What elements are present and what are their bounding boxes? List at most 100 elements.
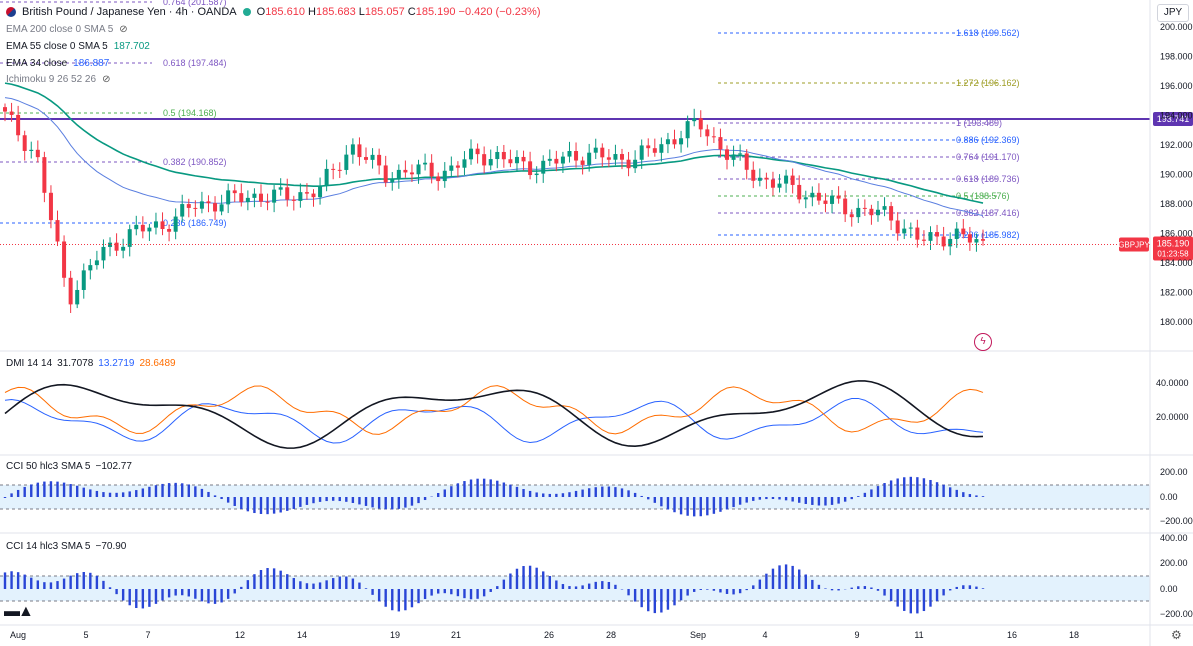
candle-down[interactable] — [521, 156, 526, 162]
candle-down[interactable] — [501, 151, 506, 160]
candle-up[interactable] — [587, 152, 592, 165]
candle-down[interactable] — [337, 169, 342, 171]
candle-down[interactable] — [403, 169, 408, 173]
candle-up[interactable] — [81, 270, 86, 290]
candle-down[interactable] — [981, 239, 985, 241]
candle-up[interactable] — [567, 151, 572, 157]
candle-down[interactable] — [429, 162, 434, 177]
candle-up[interactable] — [875, 209, 880, 216]
candle-down[interactable] — [35, 149, 40, 158]
candle-down[interactable] — [232, 190, 237, 194]
candle-up[interactable] — [757, 177, 762, 181]
candle-up[interactable] — [180, 204, 185, 217]
candle-down[interactable] — [55, 220, 60, 242]
candle-up[interactable] — [928, 232, 933, 241]
candle-down[interactable] — [213, 203, 218, 212]
candle-up[interactable] — [882, 206, 887, 210]
candle-up[interactable] — [134, 224, 139, 230]
candle-down[interactable] — [409, 172, 414, 175]
candle-down[interactable] — [528, 161, 533, 176]
candle-down[interactable] — [836, 195, 841, 199]
candle-down[interactable] — [770, 179, 775, 188]
candle-down[interactable] — [790, 175, 795, 185]
candle-down[interactable] — [967, 234, 972, 243]
candle-down[interactable] — [816, 192, 821, 201]
candle-down[interactable] — [843, 198, 848, 215]
candle-up[interactable] — [856, 207, 861, 218]
candle-down[interactable] — [823, 200, 828, 204]
candle-down[interactable] — [436, 176, 441, 182]
candle-down[interactable] — [554, 158, 559, 164]
candle-down[interactable] — [849, 214, 854, 218]
candle-down[interactable] — [475, 148, 480, 155]
candle-up[interactable] — [127, 229, 132, 247]
ema55-legend[interactable]: EMA 55 close 0 SMA 5 187.702 — [6, 41, 150, 52]
candle-down[interactable] — [114, 242, 119, 251]
candle-up[interactable] — [121, 246, 126, 251]
candle-down[interactable] — [915, 227, 920, 240]
candle-down[interactable] — [482, 154, 487, 166]
candle-down[interactable] — [718, 137, 723, 150]
candle-up[interactable] — [738, 153, 743, 155]
candle-up[interactable] — [803, 197, 808, 200]
candle-down[interactable] — [889, 206, 894, 221]
candle-down[interactable] — [265, 201, 270, 203]
candle-up[interactable] — [514, 156, 519, 164]
candle-down[interactable] — [574, 151, 579, 161]
candle-up[interactable] — [948, 238, 953, 247]
candle-down[interactable] — [869, 208, 874, 216]
cci50-legend[interactable]: CCI 50 hlc3 SMA 5 −102.77 — [6, 461, 132, 472]
candle-up[interactable] — [390, 179, 395, 183]
candle-up[interactable] — [639, 145, 644, 160]
candle-up[interactable] — [94, 260, 99, 266]
candle-up[interactable] — [810, 192, 815, 198]
candle-down[interactable] — [508, 159, 513, 164]
candle-down[interactable] — [331, 168, 336, 170]
candle-down[interactable] — [941, 236, 946, 247]
cci14-legend[interactable]: CCI 14 hlc3 SMA 5 −70.90 — [6, 541, 127, 552]
candle-down[interactable] — [167, 228, 172, 232]
candle-down[interactable] — [186, 204, 191, 208]
candle-down[interactable] — [606, 157, 611, 160]
candle-up[interactable] — [659, 144, 664, 153]
candle-up[interactable] — [593, 147, 598, 153]
eye-hidden-icon[interactable]: ⊘ — [119, 24, 128, 35]
candle-down[interactable] — [705, 129, 710, 137]
candle-up[interactable] — [547, 158, 552, 161]
candle-down[interactable] — [22, 135, 27, 151]
legend-title-row[interactable]: British Pound / Japanese Yen · 4h · OAND… — [6, 6, 540, 18]
currency-selector[interactable]: JPY — [1157, 4, 1189, 22]
candle-up[interactable] — [29, 149, 34, 151]
candle-down[interactable] — [285, 187, 290, 200]
candle-down[interactable] — [62, 241, 67, 278]
candle-up[interactable] — [908, 227, 913, 229]
candle-up[interactable] — [633, 159, 638, 169]
candle-down[interactable] — [48, 192, 53, 221]
candle-up[interactable] — [784, 175, 789, 184]
candle-up[interactable] — [173, 216, 178, 232]
candle-down[interactable] — [619, 154, 624, 160]
candle-up[interactable] — [423, 162, 428, 165]
ema200-legend[interactable]: EMA 200 close 0 SMA 5 ⊘ — [6, 24, 128, 35]
candle-down[interactable] — [751, 169, 756, 181]
candle-up[interactable] — [350, 144, 355, 155]
candle-up[interactable] — [101, 246, 106, 261]
candle-down[interactable] — [797, 184, 802, 200]
candle-down[interactable] — [3, 107, 7, 112]
candle-down[interactable] — [258, 193, 263, 202]
candle-down[interactable] — [646, 145, 651, 149]
candle-up[interactable] — [318, 185, 323, 198]
candle-up[interactable] — [370, 154, 375, 160]
candle-down[interactable] — [725, 149, 730, 160]
candle-up[interactable] — [75, 289, 80, 305]
candle-down[interactable] — [921, 239, 926, 241]
candle-down[interactable] — [764, 177, 769, 180]
candle-down[interactable] — [160, 221, 165, 229]
candle-down[interactable] — [9, 111, 14, 115]
candle-up[interactable] — [147, 227, 152, 232]
candle-up[interactable] — [902, 228, 907, 234]
candle-up[interactable] — [442, 170, 447, 182]
candle-down[interactable] — [698, 118, 703, 130]
candle-up[interactable] — [449, 165, 454, 171]
candle-up[interactable] — [108, 242, 113, 247]
